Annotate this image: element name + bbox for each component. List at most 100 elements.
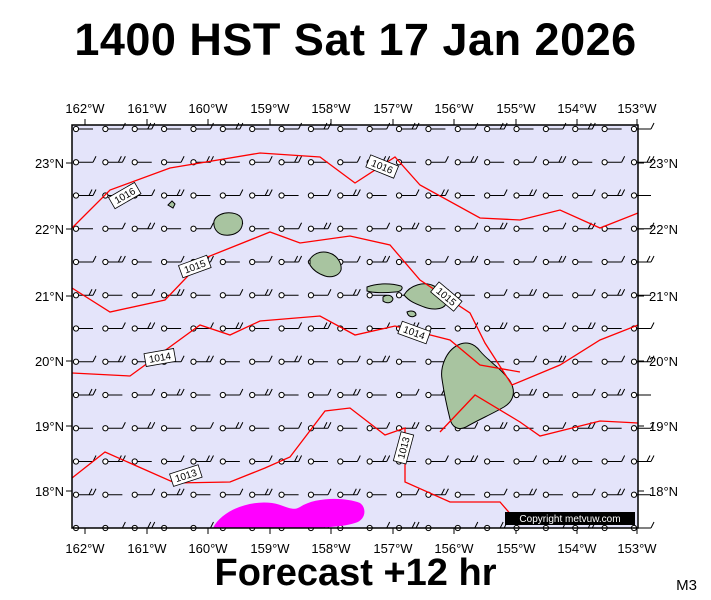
wind-barb	[337, 455, 361, 465]
wind-barb	[572, 258, 593, 266]
wind-barb	[102, 255, 126, 266]
wind-barb	[366, 355, 391, 365]
island-kauai	[213, 212, 243, 236]
wind-barb	[102, 292, 123, 299]
lon-label-bottom: 159°W	[250, 541, 290, 556]
island-kahoolawe	[406, 310, 417, 318]
lon-label-bottom: 156°W	[434, 541, 474, 556]
wind-barb	[131, 488, 156, 498]
wind-barb	[190, 322, 214, 332]
lon-label-top: 157°W	[373, 101, 413, 116]
island-lanai	[382, 294, 394, 304]
wind-barb	[601, 488, 626, 498]
wind-barb	[190, 455, 214, 465]
wind-barb	[307, 189, 332, 199]
lat-labels-right: 23°N 22°N 21°N 20°N 19°N 18°N	[649, 156, 678, 499]
wind-barb	[102, 491, 123, 498]
wind-barb	[513, 225, 534, 232]
wind-barb	[249, 388, 273, 399]
wind-barb	[72, 255, 97, 266]
wind-barb	[572, 458, 593, 465]
wind-barb	[454, 455, 479, 465]
wind-barb	[278, 122, 303, 133]
wind-barb	[72, 425, 93, 432]
wind-barb	[572, 488, 596, 498]
lat-labels-left: 23°N 22°N 21°N 20°N 19°N 18°N	[35, 156, 64, 499]
wind-barb	[102, 122, 126, 133]
lat-label-left: 21°N	[35, 289, 64, 304]
wind-barb	[601, 156, 626, 166]
lon-label-bottom: 155°W	[496, 541, 536, 556]
lon-label-top: 161°W	[127, 101, 167, 116]
wind-barb	[72, 289, 97, 299]
wind-barb	[395, 388, 420, 399]
wind-barb	[278, 192, 299, 199]
wind-barb	[337, 388, 361, 399]
wind-barb	[190, 391, 211, 399]
wind-barb	[307, 458, 328, 465]
lat-label-right: 21°N	[649, 289, 678, 304]
wind-barb	[337, 189, 361, 199]
wind-barb	[249, 125, 270, 133]
wind-barb	[542, 192, 563, 199]
lon-label-bottom: 154°W	[557, 541, 597, 556]
wind-barb	[542, 422, 567, 432]
wind-barb	[366, 222, 391, 232]
wind-barb	[249, 425, 270, 432]
wind-barb	[513, 425, 534, 432]
lat-label-left: 20°N	[35, 354, 64, 369]
wind-barb	[249, 355, 273, 365]
wind-barb	[131, 322, 156, 332]
wind-barb	[425, 125, 446, 133]
wind-barb	[337, 355, 361, 365]
wind-barb	[219, 258, 240, 266]
wind-barb	[366, 255, 391, 266]
wind-barb	[219, 488, 244, 498]
forecast-title: 1400 HST Sat 17 Jan 2026	[74, 14, 637, 65]
wind-barb	[395, 222, 420, 232]
wind-barb	[249, 455, 273, 465]
wind-barb	[307, 388, 332, 399]
wind-barb	[630, 255, 655, 266]
wind-barb	[542, 455, 567, 465]
wind-barb	[278, 391, 299, 399]
isobar-1013-east	[439, 394, 639, 437]
lon-label-bottom: 161°W	[127, 541, 167, 556]
wind-barb	[131, 122, 156, 133]
wind-barb	[513, 355, 537, 365]
wind-barb	[102, 322, 126, 332]
wind-barb	[484, 258, 505, 266]
wind-barb	[601, 455, 626, 465]
wind-barb	[219, 322, 244, 332]
wind-barb	[366, 491, 387, 498]
wind-barb	[395, 422, 420, 432]
wind-barb	[513, 189, 537, 199]
isobar-1015	[71, 231, 639, 386]
wind-barb	[601, 225, 622, 232]
wind-barb	[601, 388, 626, 399]
wind-barb	[307, 159, 328, 166]
island-oahu	[309, 251, 342, 278]
wind-barb	[542, 491, 563, 498]
wind-barb	[542, 322, 567, 332]
isobar-label: 1014	[148, 351, 172, 366]
wind-barb	[395, 122, 420, 133]
wind-barb	[542, 156, 567, 166]
wind-barb	[190, 122, 214, 133]
wind-barb	[630, 455, 655, 465]
wind-barb	[366, 455, 391, 465]
wind-barb	[601, 255, 626, 266]
wind-barb	[278, 292, 299, 299]
wind-barb	[219, 458, 240, 465]
isobar-1016	[71, 152, 639, 229]
wind-barb	[513, 455, 537, 465]
wind-barb	[131, 358, 152, 365]
lon-label-bottom: 157°W	[373, 541, 413, 556]
copyright-text: Copyright metvuw.com	[519, 514, 620, 525]
lat-label-left: 23°N	[35, 156, 64, 171]
wind-barb	[219, 122, 244, 133]
lat-label-right: 23°N	[649, 156, 678, 171]
wind-barb	[484, 322, 508, 332]
wind-barb	[513, 156, 537, 166]
wind-barb	[249, 225, 270, 232]
